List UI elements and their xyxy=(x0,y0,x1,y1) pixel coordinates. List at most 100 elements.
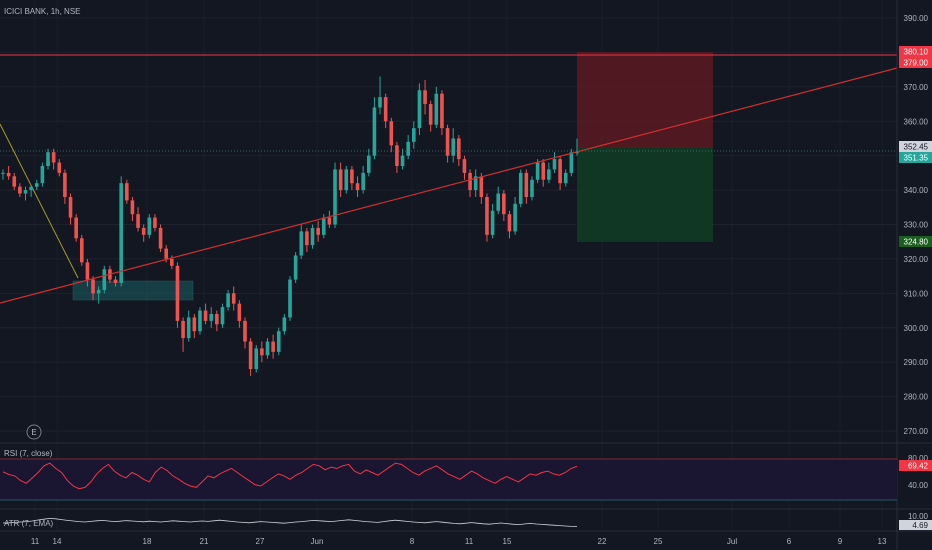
candle-body xyxy=(130,200,135,215)
price-axis[interactable]: 390.00380.00370.00360.00350.00340.00330.… xyxy=(904,14,929,436)
atr-pane[interactable]: ATR (7, EMA) xyxy=(2,517,578,528)
price-pane[interactable]: E ICICI BANK, 1h, NSE xyxy=(0,0,898,531)
price-axis-tick: 390.00 xyxy=(904,14,929,23)
candle-body xyxy=(288,279,292,318)
candle-body xyxy=(40,165,45,184)
candle-body xyxy=(513,203,517,232)
candle-body xyxy=(265,341,270,356)
candle-body xyxy=(243,320,247,342)
rsi-title: RSI (7, close) xyxy=(4,449,53,458)
candle-body xyxy=(457,138,461,160)
candle-body xyxy=(569,152,574,173)
rsi-axis-top: 80.00 xyxy=(908,454,929,463)
candle-body xyxy=(389,121,394,146)
candle-body xyxy=(282,317,287,332)
ascending-trendline[interactable] xyxy=(0,67,898,304)
event-marker-label: E xyxy=(31,428,36,437)
yellow-trendline[interactable] xyxy=(0,123,79,279)
candle-body xyxy=(558,159,562,184)
time-axis[interactable]: 11 14 18 21 27 Jun 8 11 15 22 25 Jul 6 9 13 xyxy=(31,537,887,546)
candle-body xyxy=(141,227,146,235)
candle-body xyxy=(57,162,62,173)
candle-body xyxy=(276,331,281,352)
time-axis-label: 11 xyxy=(31,537,40,546)
time-axis-label: 8 xyxy=(410,537,415,546)
rsi-pane[interactable]: RSI (7, close) xyxy=(0,449,897,501)
atr-title: ATR (7, EMA) xyxy=(4,519,54,528)
candle-body xyxy=(434,93,439,125)
candle-body xyxy=(260,348,264,356)
candle-body xyxy=(327,217,332,225)
price-axis-tick: 340.00 xyxy=(904,186,929,195)
time-axis-label: 21 xyxy=(200,537,209,546)
candle-body xyxy=(383,97,388,122)
candle-body xyxy=(535,162,540,180)
symbol-header: ICICI BANK, 1h, NSE xyxy=(4,7,81,16)
svg-text:324.80: 324.80 xyxy=(904,238,929,247)
candle-body xyxy=(310,227,315,246)
demand-zone-rectangle[interactable] xyxy=(72,280,194,301)
svg-text:351.35: 351.35 xyxy=(904,154,929,163)
price-tag-resistance-a: 380.10 xyxy=(899,46,932,57)
price-axis-tick: 300.00 xyxy=(904,324,929,333)
event-marker[interactable]: E xyxy=(26,424,42,440)
candle-body xyxy=(541,162,546,180)
candle-body xyxy=(507,214,512,232)
candle-body xyxy=(158,227,163,249)
candle-body xyxy=(305,231,309,246)
candle-body xyxy=(293,255,298,280)
take-profit-zone[interactable] xyxy=(577,148,713,242)
candle-body xyxy=(175,265,180,321)
candle-body xyxy=(6,172,11,177)
candle-body xyxy=(366,155,371,173)
candle-body xyxy=(344,169,349,191)
candle-body xyxy=(237,303,242,321)
candle-body xyxy=(412,128,416,142)
candle-body xyxy=(524,172,529,197)
svg-text:380.10: 380.10 xyxy=(904,48,929,57)
candle-body xyxy=(209,313,214,321)
price-tag-current: 351.35 xyxy=(899,152,932,163)
price-axis-tick: 370.00 xyxy=(904,83,929,92)
candle-body xyxy=(338,169,343,191)
candle-body xyxy=(400,155,405,166)
candle-body xyxy=(321,217,326,235)
stop-loss-zone[interactable] xyxy=(577,52,713,148)
candle-body xyxy=(271,341,275,352)
candle-body xyxy=(316,227,320,235)
candle-body xyxy=(125,183,129,201)
svg-text:379.00: 379.00 xyxy=(904,59,929,68)
candle-body xyxy=(417,90,422,129)
candle-body xyxy=(485,196,489,235)
candle-body xyxy=(46,152,50,166)
rsi-line xyxy=(2,462,578,490)
candle-body xyxy=(473,176,478,191)
candle-body xyxy=(220,307,225,325)
price-axis-tick: 270.00 xyxy=(904,427,929,436)
time-axis-label: 22 xyxy=(598,537,607,546)
svg-text:69.42: 69.42 xyxy=(908,462,929,471)
candle-body xyxy=(231,293,236,304)
candle-body xyxy=(530,179,534,197)
candle-body xyxy=(502,193,506,215)
candle-body xyxy=(164,248,168,259)
atr-axis-top: 10.00 xyxy=(908,512,929,521)
price-tag-resistance-b: 379.00 xyxy=(899,57,932,68)
candle-body xyxy=(51,152,56,163)
time-axis-label: 27 xyxy=(256,537,265,546)
candle-body xyxy=(91,279,95,294)
time-axis-label: 25 xyxy=(654,537,663,546)
candle-body xyxy=(170,258,174,266)
candle-body xyxy=(518,172,523,204)
candle-body xyxy=(350,169,354,184)
candle-body xyxy=(361,172,365,191)
time-axis-label: 14 xyxy=(53,537,62,546)
time-axis-label: Jul xyxy=(727,537,737,546)
candle-body xyxy=(96,289,101,294)
candle-body xyxy=(79,238,84,263)
candle-body xyxy=(136,214,140,228)
candle-body xyxy=(74,217,78,239)
candle-body xyxy=(1,172,5,174)
candle-body xyxy=(372,107,377,156)
